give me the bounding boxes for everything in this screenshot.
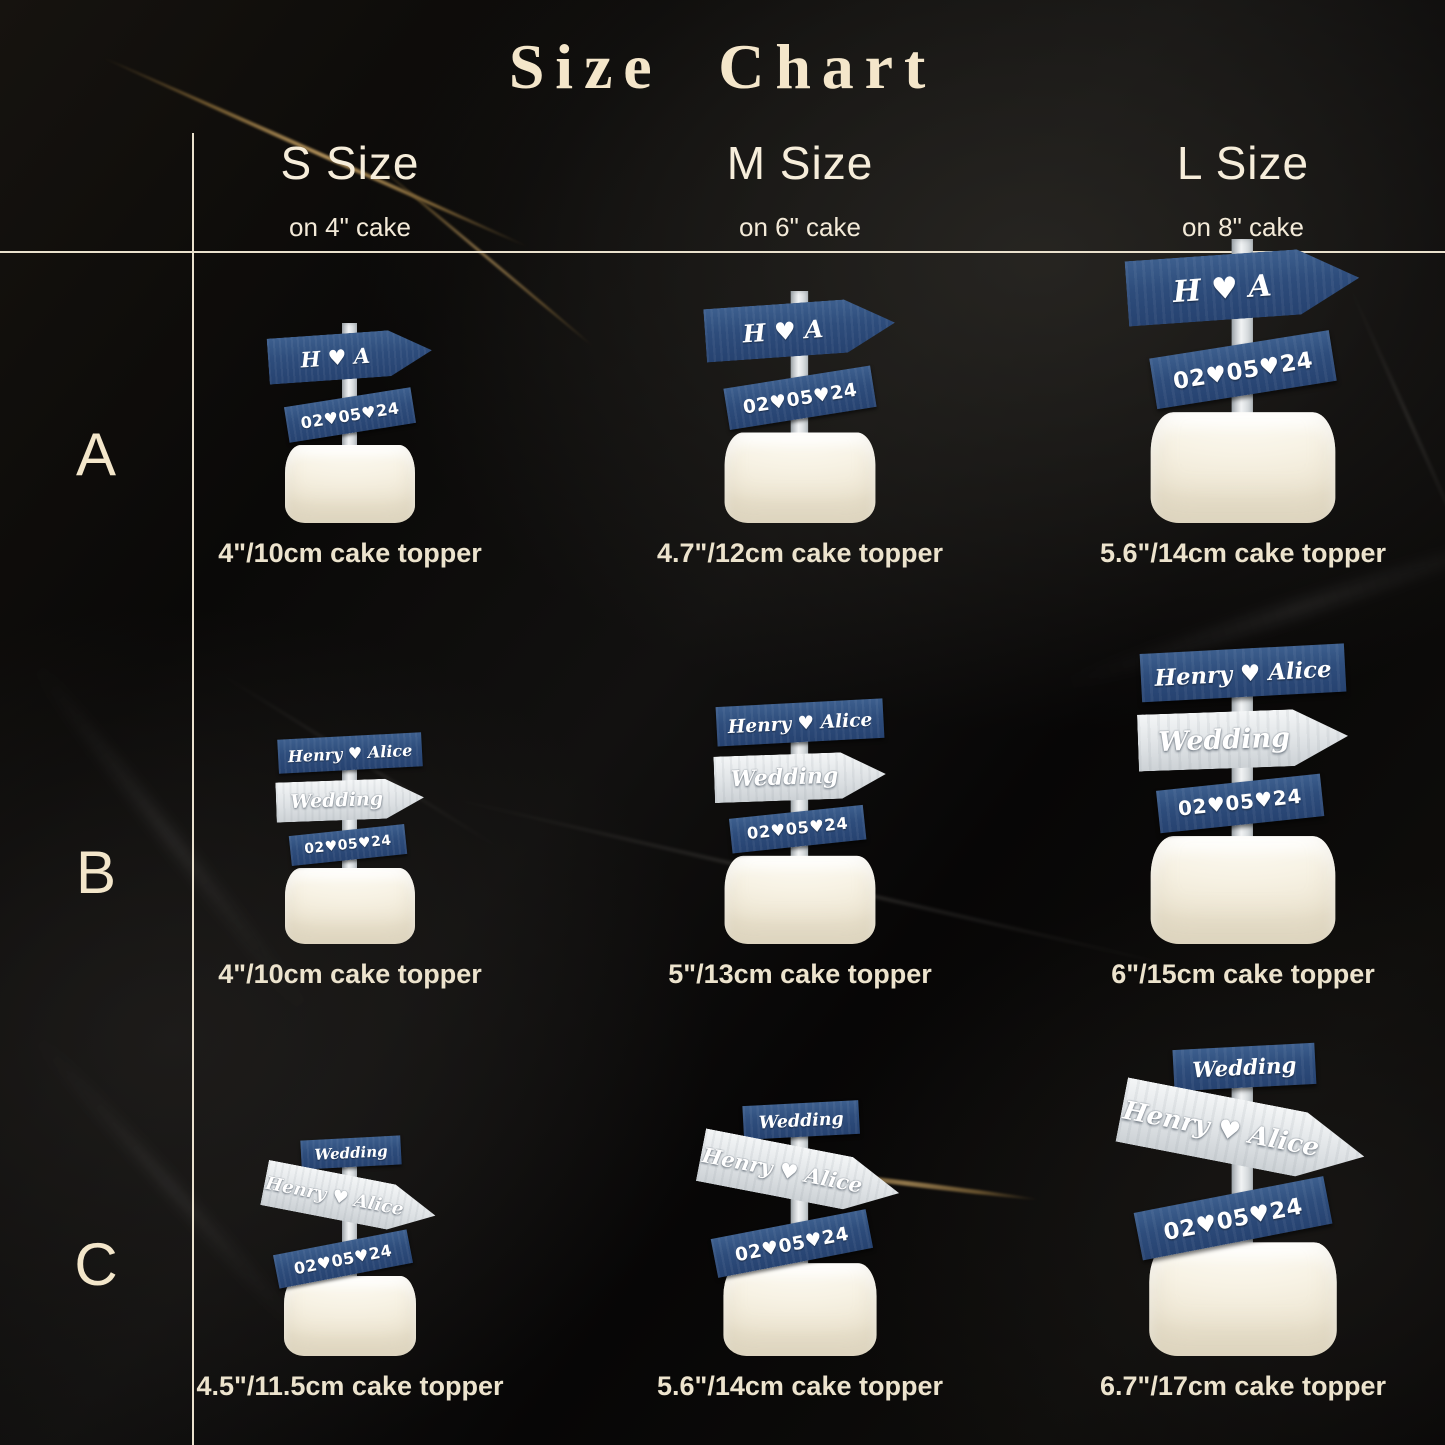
sign-wedding: Wedding bbox=[713, 751, 886, 803]
cell-c-s: Wedding Henry ♥ Alice 02♥05♥24 4.5"/11.5… bbox=[170, 1062, 530, 1402]
sign-wedding: Wedding bbox=[742, 1100, 860, 1140]
cake-topper-c-m: Wedding Henry ♥ Alice 02♥05♥24 bbox=[678, 1100, 922, 1356]
sign-initials: H ♥ A bbox=[703, 296, 896, 363]
cake-topper-c-s: Wedding Henry ♥ Alice 02♥05♥24 bbox=[245, 1135, 455, 1356]
cell-c-l: Wedding Henry ♥ Alice 02♥05♥24 6.7"/17cm… bbox=[1063, 1042, 1423, 1402]
cake-topper-a-l: H ♥ A 02♥05♥24 bbox=[1101, 230, 1385, 523]
grid-horizontal-line bbox=[0, 251, 1445, 253]
size-caption: 4"/10cm cake topper bbox=[218, 959, 482, 989]
sign-names: Henry ♥ Alice bbox=[277, 732, 423, 774]
column-header-l: L Size on 8" cake bbox=[1063, 136, 1423, 243]
row-label-b: B bbox=[75, 839, 117, 906]
size-caption: 4"/10cm cake topper bbox=[218, 538, 482, 568]
cake bbox=[1149, 1242, 1337, 1356]
column-header-s: S Size on 4" cake bbox=[170, 136, 530, 243]
sign-wedding: Wedding bbox=[1172, 1042, 1317, 1092]
size-caption: 5"/13cm cake topper bbox=[668, 959, 932, 989]
column-sublabel: on 4" cake bbox=[289, 212, 411, 242]
page-title: Size Chart bbox=[508, 31, 937, 102]
cake-topper-c-l: Wedding Henry ♥ Alice 02♥05♥24 bbox=[1094, 1042, 1392, 1356]
sign-date: 02♥05♥24 bbox=[288, 824, 408, 866]
sign-names: Henry ♥ Alice bbox=[715, 698, 885, 747]
cell-b-s: Henry ♥ Alice Wedding 02♥05♥24 4"/10cm c… bbox=[170, 672, 530, 990]
sign-initials: H ♥ A bbox=[267, 327, 434, 384]
column-header-m: M Size on 6" cake bbox=[620, 136, 980, 243]
cake-topper-b-l: Henry ♥ Alice Wedding 02♥05♥24 bbox=[1101, 643, 1385, 944]
cake-topper-b-m: Henry ♥ Alice Wedding 02♥05♥24 bbox=[684, 698, 916, 944]
size-caption: 4.5"/11.5cm cake topper bbox=[196, 1371, 504, 1401]
row-label-c: C bbox=[74, 1231, 118, 1298]
size-caption: 4.7"/12cm cake topper bbox=[657, 538, 943, 568]
column-label: S Size bbox=[280, 137, 420, 189]
row-label-a: A bbox=[75, 421, 117, 488]
cake-topper-b-s: Henry ♥ Alice Wedding 02♥05♥24 bbox=[250, 732, 450, 944]
cell-a-m: H ♥ A 02♥05♥24 4.7"/12cm cake topper bbox=[620, 255, 980, 569]
cake bbox=[285, 445, 415, 523]
sign-initials: H ♥ A bbox=[1125, 245, 1362, 326]
grid-vertical-line bbox=[192, 133, 194, 1445]
size-caption: 6"/15cm cake topper bbox=[1111, 959, 1375, 989]
cell-c-m: Wedding Henry ♥ Alice 02♥05♥24 5.6"/14cm… bbox=[620, 1062, 980, 1402]
sign-wedding: Wedding bbox=[300, 1135, 402, 1170]
column-sublabel: on 6" cake bbox=[739, 212, 861, 242]
cake bbox=[724, 432, 876, 523]
cell-b-m: Henry ♥ Alice Wedding 02♥05♥24 5"/13cm c… bbox=[620, 672, 980, 990]
cake bbox=[1150, 412, 1336, 523]
cake-topper-a-m: H ♥ A 02♥05♥24 bbox=[684, 284, 916, 523]
size-caption: 6.7"/17cm cake topper bbox=[1100, 1371, 1386, 1401]
size-caption: 5.6"/14cm cake topper bbox=[657, 1371, 943, 1401]
cake bbox=[724, 855, 876, 944]
sign-date: 02♥05♥24 bbox=[1156, 773, 1325, 834]
sign-wedding: Wedding bbox=[1137, 707, 1349, 771]
cell-a-s: H ♥ A 02♥05♥24 4"/10cm cake topper bbox=[170, 255, 530, 569]
sign-wedding: Wedding bbox=[275, 777, 424, 822]
sign-date: 02♥05♥24 bbox=[728, 804, 867, 854]
column-label: M Size bbox=[726, 137, 874, 189]
column-label: L Size bbox=[1176, 137, 1310, 189]
cell-b-l: Henry ♥ Alice Wedding 02♥05♥24 6"/15cm c… bbox=[1063, 643, 1423, 990]
cake-topper-a-s: H ♥ A 02♥05♥24 bbox=[250, 317, 450, 523]
cake bbox=[1150, 836, 1336, 944]
cake bbox=[285, 868, 415, 944]
column-sublabel: on 8" cake bbox=[1182, 212, 1304, 242]
size-caption: 5.6"/14cm cake topper bbox=[1100, 538, 1386, 568]
cake bbox=[284, 1276, 416, 1356]
cake bbox=[723, 1263, 877, 1356]
sign-names: Henry ♥ Alice bbox=[1139, 643, 1347, 703]
cell-a-l: H ♥ A 02♥05♥24 5.6"/14cm cake topper bbox=[1063, 239, 1423, 569]
